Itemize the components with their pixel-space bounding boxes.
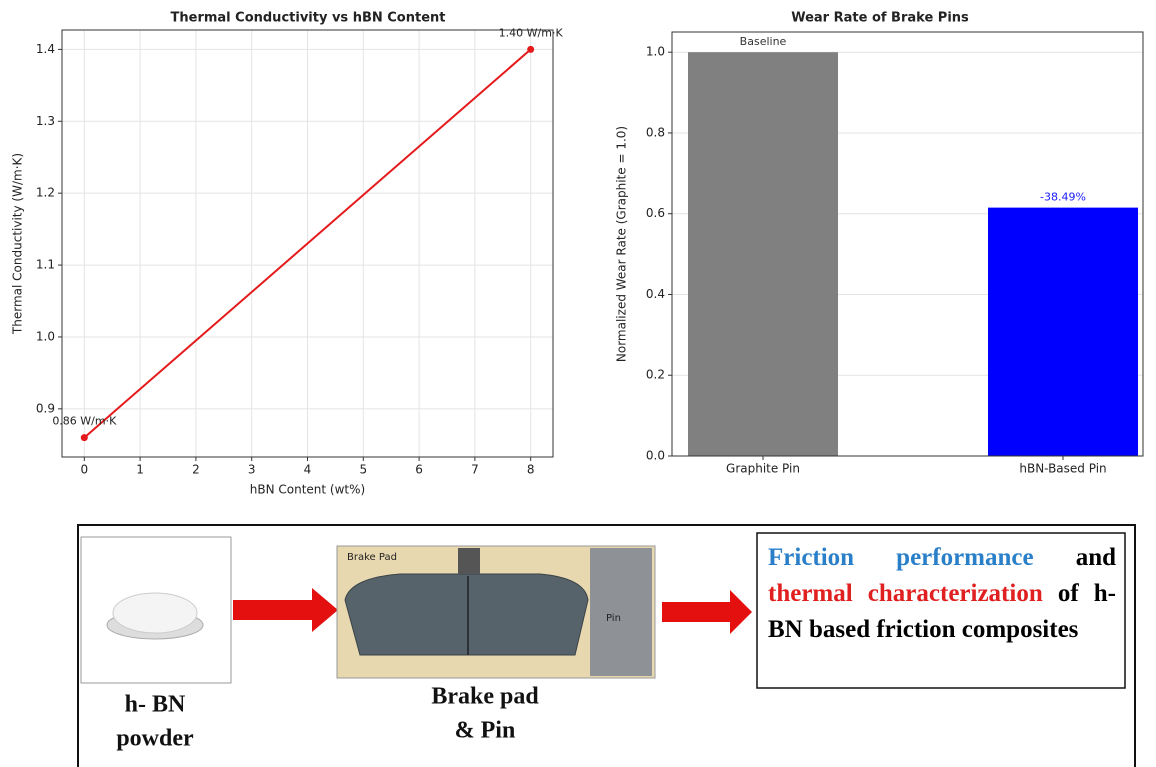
summary-box (756, 532, 1126, 689)
pin-photo-label: Pin (606, 613, 621, 624)
x-tick-label: 5 (359, 463, 367, 477)
value-label: 1.40 W/m·K (499, 26, 564, 39)
x-tick-label: hBN-Based Pin (1019, 462, 1106, 476)
point (80, 434, 88, 442)
x-tick-label: 0 (80, 463, 88, 477)
diagram-frame (77, 524, 1136, 767)
powder (112, 592, 198, 634)
y-tick-label: 1.2 (36, 186, 55, 200)
x-tick-label: 3 (248, 463, 256, 477)
pad-photo-label: Brake Pad (347, 552, 397, 563)
pad-label: Brake pad (431, 684, 539, 710)
y-tick-label: 0.0 (646, 449, 665, 463)
x-tick-label: Graphite Pin (726, 462, 800, 476)
value-label: 0.86 W/m·K (52, 415, 117, 428)
y-tick-label: 0.8 (646, 125, 665, 139)
x-tick-label: 7 (471, 463, 479, 477)
x-tick-label: 6 (415, 463, 423, 477)
x-tick-label: 4 (304, 463, 312, 477)
y-tick-label: 0.2 (646, 368, 665, 382)
chart-title: Wear Rate of Brake Pins (791, 11, 969, 26)
x-tick-label: 2 (192, 463, 200, 477)
point (527, 45, 535, 53)
annotation: -38.49% (1040, 191, 1086, 204)
arrow (233, 588, 338, 632)
bar (688, 52, 838, 456)
y-tick-label: 1.4 (36, 42, 55, 56)
y-tick-label: 0.4 (646, 287, 665, 301)
x-tick-label: 8 (527, 463, 535, 477)
plot-frame (61, 29, 554, 458)
x-axis-label: hBN Content (wt%) (250, 483, 365, 497)
y-tick-label: 0.6 (646, 206, 665, 220)
y-tick-label: 1.0 (646, 45, 665, 59)
y-tick-label: 1.3 (36, 114, 55, 128)
x-tick-label: 1 (136, 463, 144, 477)
pad-label: & Pin (455, 718, 516, 744)
y-tick-label: 0.9 (36, 401, 55, 415)
pin-photo (590, 548, 652, 676)
summary-segment: and (1075, 544, 1116, 571)
line (83, 48, 532, 439)
brake-pad (344, 573, 589, 656)
y-axis-label: Thermal Conductivity (W/m·K) (11, 153, 25, 335)
y-tick-label: 1.0 (36, 329, 55, 343)
pad-clip (458, 548, 480, 574)
summary-segment: of h-BN based friction composites (768, 580, 1117, 643)
y-tick-label: 1.1 (36, 258, 55, 272)
powder-label: h- BN (125, 692, 186, 718)
powder-label: powder (116, 726, 194, 752)
plot-frame (671, 31, 1144, 457)
annotation: Baseline (740, 35, 787, 48)
summary-text: Friction performance and thermal charact… (768, 540, 1116, 648)
summary-segment: thermal characterization (768, 580, 1043, 607)
chart-title: Thermal Conductivity vs hBN Content (171, 11, 446, 26)
y-axis-label: Normalized Wear Rate (Graphite = 1.0) (615, 126, 629, 362)
arrow (662, 590, 752, 634)
summary-segment: Friction performance (768, 544, 1034, 571)
bar (988, 207, 1138, 456)
